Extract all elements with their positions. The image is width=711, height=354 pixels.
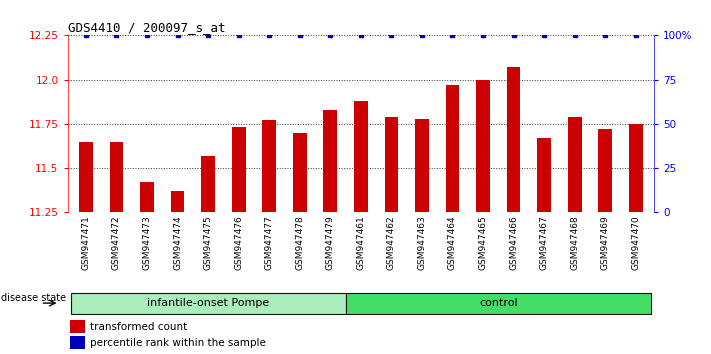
Text: GDS4410 / 200097_s_at: GDS4410 / 200097_s_at (68, 21, 225, 34)
Bar (171, 191, 184, 212)
Text: transformed count: transformed count (90, 322, 188, 332)
Bar (354, 101, 368, 212)
Bar (629, 124, 643, 212)
Bar (446, 85, 459, 212)
Text: GSM947463: GSM947463 (417, 216, 427, 270)
Text: GSM947475: GSM947475 (203, 216, 213, 270)
Text: GSM947478: GSM947478 (295, 216, 304, 270)
Text: GSM947468: GSM947468 (570, 216, 579, 270)
Text: disease state: disease state (1, 293, 66, 303)
Text: GSM947464: GSM947464 (448, 216, 457, 270)
Bar (70, 293, 346, 314)
Bar (293, 133, 306, 212)
Bar (599, 129, 612, 212)
Bar (385, 117, 398, 212)
Bar (346, 293, 651, 314)
Text: GSM947465: GSM947465 (479, 216, 488, 270)
Bar (507, 67, 520, 212)
Text: GSM947474: GSM947474 (173, 216, 182, 270)
Text: GSM947479: GSM947479 (326, 216, 335, 270)
Text: GSM947476: GSM947476 (234, 216, 243, 270)
Bar (476, 80, 490, 212)
Text: GSM947461: GSM947461 (356, 216, 365, 270)
Text: infantile-onset Pompe: infantile-onset Pompe (147, 298, 269, 308)
Bar (70, 320, 85, 333)
Text: percentile rank within the sample: percentile rank within the sample (90, 338, 267, 348)
Bar (324, 110, 337, 212)
Bar (232, 127, 245, 212)
Text: GSM947472: GSM947472 (112, 216, 121, 270)
Bar (568, 117, 582, 212)
Text: GSM947462: GSM947462 (387, 216, 396, 270)
Bar (262, 120, 276, 212)
Text: GSM947467: GSM947467 (540, 216, 549, 270)
Bar (415, 119, 429, 212)
Bar (140, 182, 154, 212)
Bar (201, 156, 215, 212)
Bar (109, 142, 123, 212)
Bar (70, 336, 85, 349)
Bar (79, 142, 92, 212)
Text: GSM947469: GSM947469 (601, 216, 610, 270)
Text: GSM947466: GSM947466 (509, 216, 518, 270)
Text: control: control (479, 298, 518, 308)
Text: GSM947473: GSM947473 (142, 216, 151, 270)
Text: GSM947470: GSM947470 (631, 216, 641, 270)
Text: GSM947471: GSM947471 (81, 216, 90, 270)
Bar (538, 138, 551, 212)
Text: GSM947477: GSM947477 (264, 216, 274, 270)
